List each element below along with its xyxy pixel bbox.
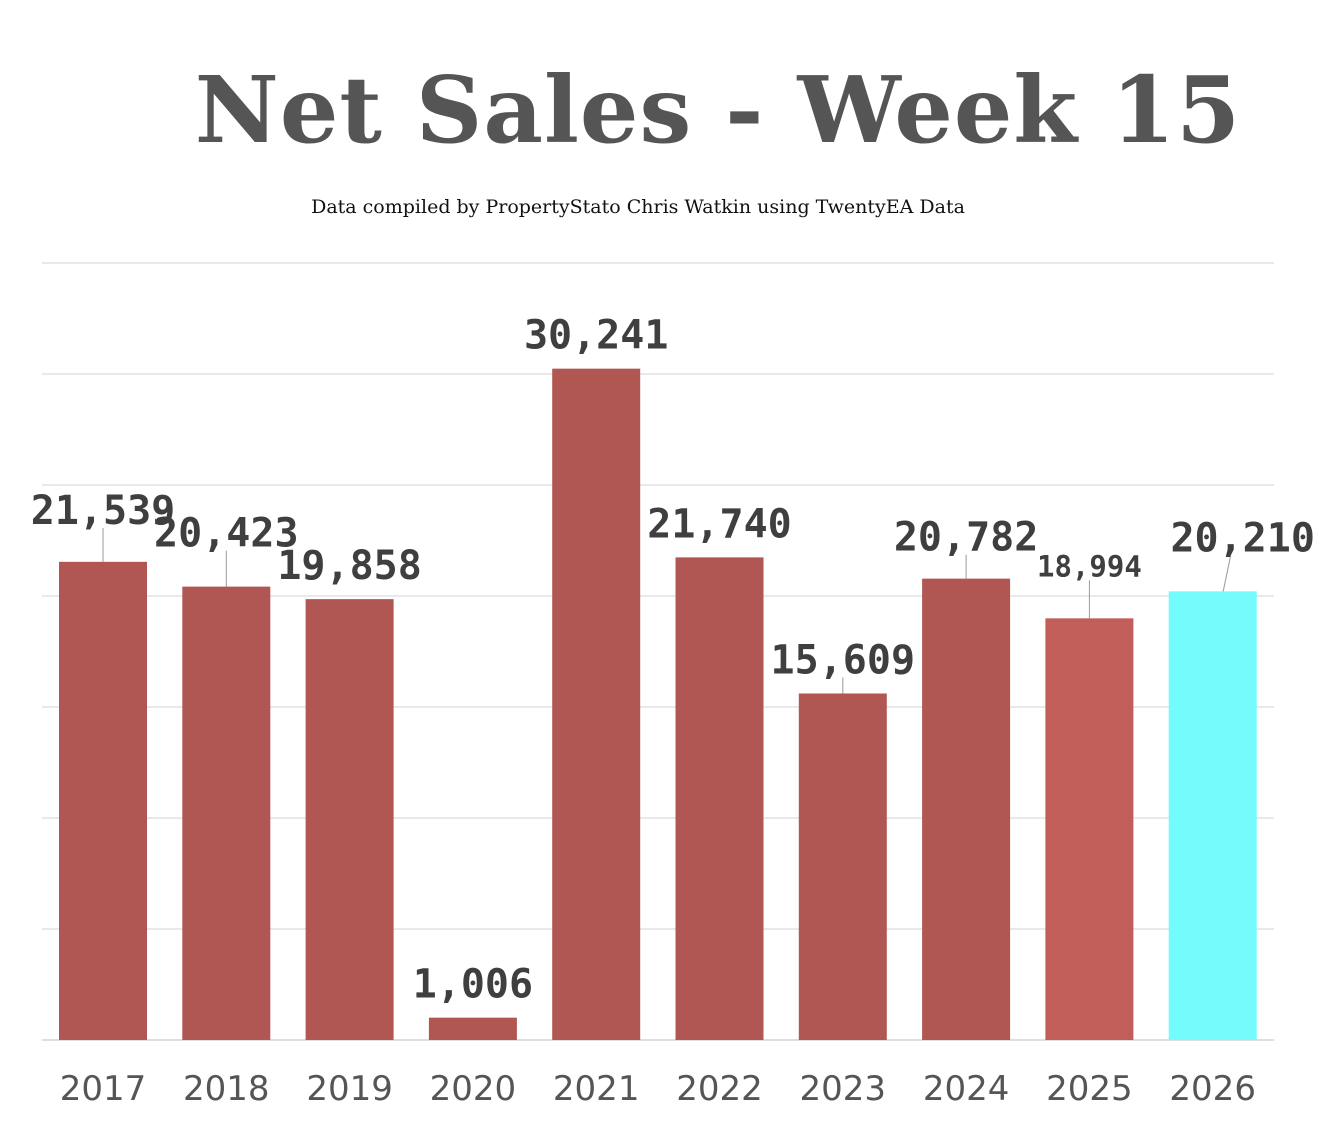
bar-2024 — [922, 578, 1011, 1040]
bar-2021 — [552, 368, 641, 1041]
value-label-2018: 20,423 — [154, 511, 299, 557]
chart-title: Net Sales - Week 15 — [194, 56, 1242, 164]
chart-subtitle: Data compiled by PropertyStato Chris Wat… — [311, 196, 965, 218]
bars — [59, 368, 1257, 1041]
value-label-2024: 20,782 — [894, 515, 1039, 561]
bar-2018 — [182, 586, 271, 1040]
value-label-2020: 1,006 — [413, 962, 533, 1008]
tick-label-2025: 2025 — [1046, 1069, 1133, 1109]
value-label-2019: 19,858 — [277, 543, 422, 589]
tick-label-2024: 2024 — [923, 1069, 1010, 1109]
value-label-2026: 20,210 — [1170, 515, 1315, 561]
value-label-2023: 15,609 — [771, 637, 916, 683]
x-axis-ticks: 2017 2018 2019 2020 2021 2022 2023 2024 2025 2026 — [60, 1069, 1256, 1109]
bar-2019 — [305, 599, 394, 1040]
value-label-2022: 21,740 — [647, 501, 792, 547]
tick-label-2021: 2021 — [553, 1069, 640, 1109]
bar-2025 — [1045, 618, 1134, 1040]
bar-2026 — [1168, 591, 1257, 1040]
tick-label-2018: 2018 — [183, 1069, 270, 1109]
value-label-2021: 30,241 — [524, 313, 669, 359]
bar-2023 — [798, 693, 887, 1040]
tick-label-2020: 2020 — [430, 1069, 517, 1109]
tick-label-2022: 2022 — [676, 1069, 763, 1109]
value-label-2017: 21,539 — [31, 488, 176, 534]
bar-2017 — [59, 561, 147, 1040]
bar-2022 — [675, 557, 764, 1040]
tick-label-2026: 2026 — [1169, 1069, 1256, 1109]
tick-label-2023: 2023 — [800, 1069, 887, 1109]
tick-label-2019: 2019 — [306, 1069, 393, 1109]
bar-2020 — [428, 1017, 517, 1040]
tick-label-2017: 2017 — [60, 1069, 147, 1109]
label-leader-2026 — [1222, 555, 1232, 592]
value-label-2025: 18,994 — [1037, 549, 1142, 583]
